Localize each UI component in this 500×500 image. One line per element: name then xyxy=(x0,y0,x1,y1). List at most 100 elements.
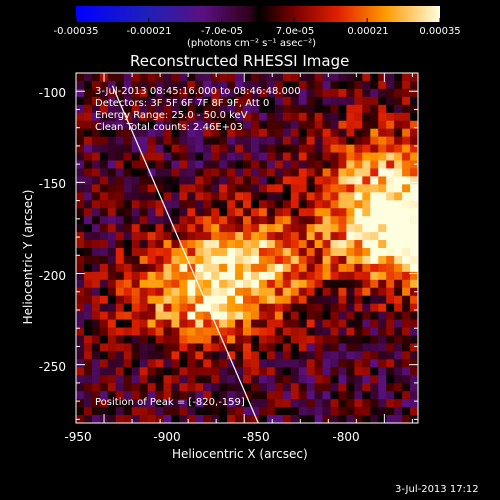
heatmap-cell xyxy=(386,184,395,193)
heatmap-cell xyxy=(203,359,212,368)
heatmap-cell xyxy=(107,415,117,424)
heatmap-cell xyxy=(203,399,212,408)
heatmap-cell xyxy=(338,208,347,217)
heatmap-cell xyxy=(219,399,228,408)
heatmap-cell xyxy=(298,96,308,106)
heatmap-cell xyxy=(402,224,411,233)
heatmap-cell xyxy=(203,407,212,416)
heatmap-cell xyxy=(298,200,308,209)
heatmap-cell xyxy=(171,128,180,138)
heatmap-cell xyxy=(402,287,411,297)
heatmap-cell xyxy=(258,112,268,122)
heatmap-cell xyxy=(235,415,244,424)
heatmap-cell xyxy=(155,359,164,368)
heatmap-cell xyxy=(139,335,148,344)
heatmap-cell xyxy=(83,192,93,201)
heatmap-cell xyxy=(378,295,387,305)
heatmap-cell xyxy=(219,271,228,281)
heatmap-cell xyxy=(139,279,148,289)
heatmap-cell xyxy=(179,319,188,328)
heatmap-cell xyxy=(338,192,347,201)
heatmap-cell xyxy=(274,399,284,408)
heatmap-cell xyxy=(266,319,276,328)
heatmap-cell xyxy=(99,160,109,169)
heatmap-cell xyxy=(131,303,141,313)
heatmap-cell xyxy=(330,176,339,185)
heatmap-cell xyxy=(147,112,156,122)
heatmap-cell xyxy=(402,335,411,344)
heatmap-cell xyxy=(235,367,244,376)
heatmap-cell xyxy=(394,287,403,297)
heatmap-cell xyxy=(362,263,371,273)
heatmap-cell xyxy=(266,351,276,360)
heatmap-cell xyxy=(99,136,109,145)
heatmap-cell xyxy=(394,168,403,177)
heatmap-cell xyxy=(298,407,308,416)
heatmap-cell xyxy=(410,168,419,177)
heatmap-cell xyxy=(99,335,109,344)
heatmap-cell xyxy=(410,184,419,193)
heatmap-cell xyxy=(187,192,196,201)
heatmap-cell xyxy=(227,144,236,153)
heatmap-cell xyxy=(378,128,387,138)
heatmap-cell xyxy=(250,351,260,360)
heatmap-cell xyxy=(370,136,379,145)
heatmap-cell xyxy=(410,240,419,249)
heatmap-cell xyxy=(322,319,331,328)
heatmap-cell xyxy=(266,152,276,161)
heatmap-cell xyxy=(163,73,172,82)
heatmap-cell xyxy=(115,232,125,241)
heatmap-cell xyxy=(290,88,300,98)
heatmap-cell xyxy=(243,136,252,145)
heatmap-cell xyxy=(370,375,379,384)
heatmap-cell xyxy=(179,232,188,241)
heatmap-cell xyxy=(91,216,101,225)
heatmap-cell xyxy=(402,184,411,193)
heatmap-cell xyxy=(179,216,188,225)
heatmap-cell xyxy=(76,248,85,257)
heatmap-cell xyxy=(306,160,316,169)
heatmap-cell xyxy=(155,367,164,376)
heatmap-cell xyxy=(386,144,395,153)
heatmap-cell xyxy=(290,335,300,344)
heatmap-cell xyxy=(378,73,387,82)
heatmap-cell xyxy=(91,136,101,145)
heatmap-cell xyxy=(131,160,141,169)
heatmap-cell xyxy=(322,104,331,114)
heatmap-cell xyxy=(298,295,308,305)
heatmap-cell xyxy=(394,311,403,320)
y-tick-label: -250 xyxy=(38,360,66,374)
heatmap-cell xyxy=(314,128,323,138)
heatmap-cell xyxy=(330,136,339,145)
heatmap-cell xyxy=(402,160,411,169)
heatmap-cell xyxy=(394,327,403,336)
heatmap-cell xyxy=(306,263,316,273)
heatmap-cell xyxy=(131,343,141,352)
heatmap-cell xyxy=(258,391,268,400)
heatmap-cell xyxy=(187,391,196,400)
heatmap-cell xyxy=(250,407,260,416)
heatmap-cell xyxy=(250,168,260,177)
heatmap-cell xyxy=(274,152,284,161)
heatmap-cell xyxy=(250,96,260,106)
heatmap-cell xyxy=(203,279,212,289)
heatmap-cell xyxy=(91,128,101,138)
heatmap-cell xyxy=(243,311,252,320)
heatmap-cell xyxy=(306,367,316,376)
heatmap-cell xyxy=(155,96,164,106)
heatmap-cell xyxy=(83,216,93,225)
heatmap-cell xyxy=(219,88,228,98)
heatmap-cell xyxy=(187,295,196,305)
heatmap-cell xyxy=(330,104,339,114)
heatmap-cell xyxy=(378,255,387,265)
heatmap-cell xyxy=(370,88,379,98)
heatmap-cell xyxy=(203,184,212,193)
heatmap-cell xyxy=(107,73,117,82)
heatmap-cell xyxy=(338,407,347,416)
heatmap-cell xyxy=(243,104,252,114)
heatmap-cell xyxy=(163,240,172,249)
heatmap-cell xyxy=(76,168,85,177)
heatmap-cell xyxy=(163,343,172,352)
heatmap-cell xyxy=(394,96,403,106)
heatmap-cell xyxy=(203,176,212,185)
